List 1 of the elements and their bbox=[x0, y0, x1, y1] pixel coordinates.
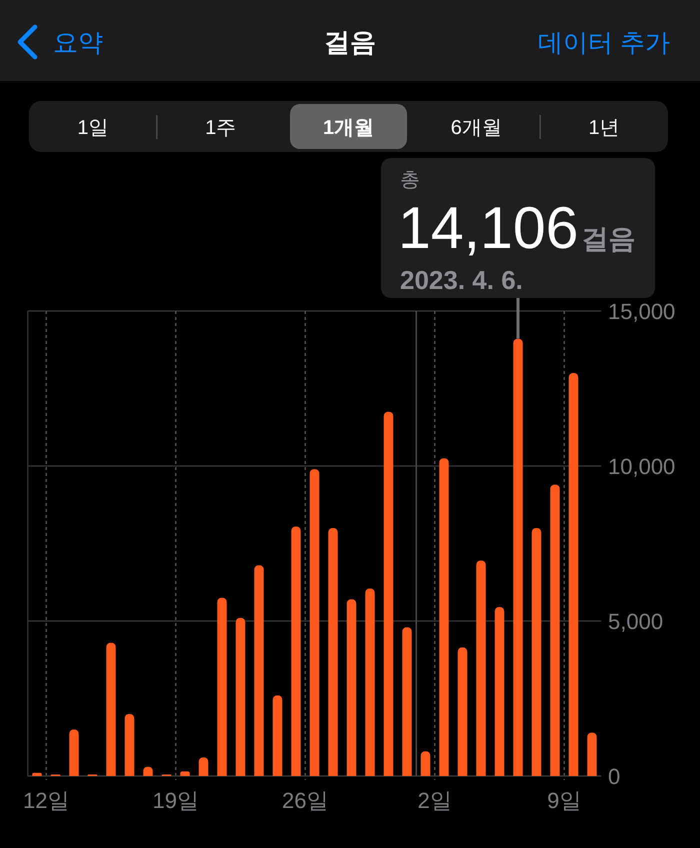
title: 걸음 bbox=[324, 27, 376, 57]
